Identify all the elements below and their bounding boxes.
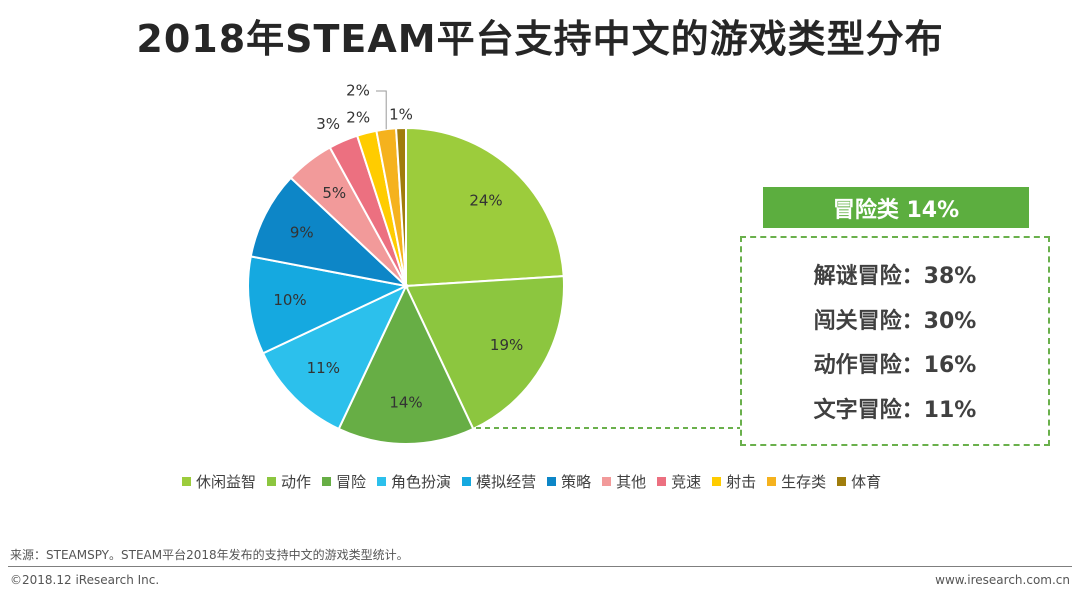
legend-label-simulation: 模拟经营 — [476, 472, 537, 491]
pie-slice-action — [404, 275, 566, 431]
legend-label-strategy: 策略 — [561, 472, 592, 491]
adventure-breakdown-header: 冒险类 14% — [763, 187, 1029, 228]
chart-title: 2018年STEAM平台支持中文的游戏类型分布 — [136, 17, 944, 61]
legend-label-shooter: 射击 — [726, 472, 757, 491]
pie-slice-casual — [405, 126, 565, 288]
breakdown-row-puzzle: 解谜冒险：38% — [813, 264, 977, 290]
breakdown-row-level: 闯关冒险：30% — [813, 308, 977, 334]
website-url: www.iresearch.com.cn — [935, 573, 1070, 587]
legend-item-sports: 体育 — [837, 471, 881, 492]
pie-label-simulation: 10% — [273, 291, 306, 309]
pie-slice-simulation — [247, 255, 410, 355]
legend-item-racing: 竞速 — [657, 471, 701, 492]
legend-swatch-adventure — [322, 476, 332, 486]
pie-slice-sports — [395, 126, 407, 287]
pie-slice-rpg — [261, 283, 409, 431]
legend-item-casual: 休闲益智 — [182, 471, 256, 492]
pie-slice-strategy — [249, 176, 410, 288]
source-note: 来源：STEAMSPY。STEAM平台2018年发布的支持中文的游戏类型统计。 — [10, 548, 409, 562]
legend-item-adventure: 冒险 — [322, 471, 366, 492]
pie-slice-adventure — [337, 283, 475, 445]
pie-label-strategy: 9% — [290, 223, 314, 241]
pie-label-rpg: 11% — [307, 359, 340, 377]
legend-swatch-sports — [837, 476, 847, 486]
legend-label-racing: 竞速 — [671, 472, 702, 491]
pie-label-casual: 24% — [469, 191, 502, 209]
pie-label-sports: 1% — [389, 106, 413, 124]
breakdown-row-text: 文字冒险：11% — [813, 397, 977, 423]
legend-item-rpg: 角色扮演 — [377, 471, 451, 492]
legend-item-simulation: 模拟经营 — [462, 471, 536, 492]
legend-label-adventure: 冒险 — [336, 472, 367, 491]
pie-label-survival: 2% — [346, 82, 370, 100]
legend-swatch-racing — [657, 476, 667, 486]
legend-swatch-strategy — [547, 476, 557, 486]
pie-label-action: 19% — [490, 336, 523, 354]
footer-divider — [8, 566, 1072, 567]
legend-swatch-rpg — [377, 476, 387, 486]
copyright: ©2018.12 iResearch Inc. — [10, 573, 160, 587]
legend-item-other: 其他 — [602, 471, 646, 492]
leader-line-survival — [376, 90, 387, 130]
legend-swatch-simulation — [462, 476, 472, 486]
legend-item-survival: 生存类 — [767, 471, 826, 492]
pie-label-adventure: 14% — [389, 393, 422, 411]
legend-label-survival: 生存类 — [781, 472, 827, 491]
legend-swatch-survival — [767, 476, 777, 486]
legend-item-action: 动作 — [267, 471, 311, 492]
legend-label-other: 其他 — [616, 472, 647, 491]
pie-label-shooter: 2% — [346, 109, 370, 127]
pie-label-other: 5% — [322, 184, 346, 202]
legend-item-shooter: 射击 — [712, 471, 756, 492]
legend-label-sports: 体育 — [851, 472, 882, 491]
adventure-breakdown-box: 解谜冒险：38% 闯关冒险：30% 动作冒险：16% 文字冒险：11% — [740, 236, 1050, 446]
chart-legend: 休闲益智 动作 冒险 角色扮演 模拟经营 策略 其他 竞速 射击 生存类 体育 — [182, 470, 892, 492]
legend-item-strategy: 策略 — [547, 471, 591, 492]
legend-swatch-shooter — [712, 476, 722, 486]
legend-label-action: 动作 — [281, 472, 312, 491]
legend-swatch-other — [602, 476, 612, 486]
legend-swatch-action — [267, 476, 277, 486]
legend-label-rpg: 角色扮演 — [391, 472, 452, 491]
pie-label-racing: 3% — [316, 115, 340, 133]
breakdown-row-action: 动作冒险：16% — [813, 353, 977, 379]
legend-label-casual: 休闲益智 — [196, 472, 257, 491]
legend-swatch-casual — [182, 476, 191, 486]
